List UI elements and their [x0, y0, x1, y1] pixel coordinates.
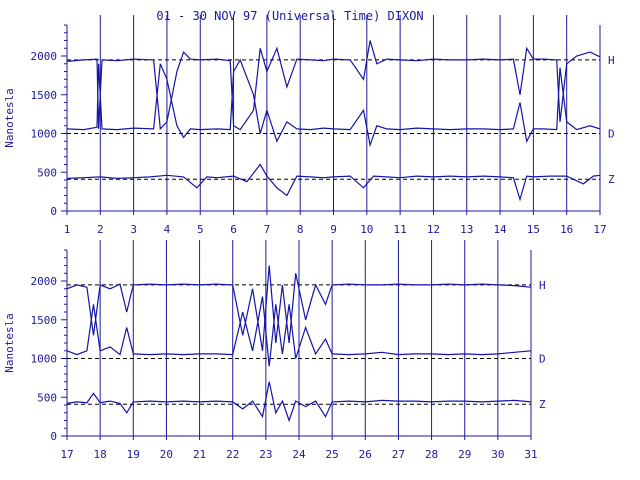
bottom-y-tick-label-1000: 1000 — [31, 353, 58, 366]
top-x-tick-label-13: 13 — [460, 223, 473, 236]
bottom-x-tick-label-19: 19 — [127, 448, 140, 461]
bottom-x-tick-label-27: 27 — [392, 448, 405, 461]
bottom-y-tick-label-2000: 2000 — [31, 275, 58, 288]
top-y-axis-label: Nanotesla — [3, 88, 16, 148]
bottom-x-tick-label-21: 21 — [193, 448, 206, 461]
bottom-series-H — [66, 265, 532, 351]
top-x-tick-label-10: 10 — [360, 223, 373, 236]
bottom-x-tick-label-30: 30 — [491, 448, 504, 461]
bottom-series-D — [66, 296, 532, 367]
top-x-tick-label-9: 9 — [330, 223, 337, 236]
bottom-x-tick-label-26: 26 — [359, 448, 372, 461]
top-x-tick-label-12: 12 — [427, 223, 440, 236]
bottom-x-tick-label-31: 31 — [524, 448, 537, 461]
top-x-tick-label-4: 4 — [164, 223, 171, 236]
bottom-x-tick-label-23: 23 — [259, 448, 272, 461]
top-x-tick-label-8: 8 — [297, 223, 304, 236]
top-y-tick-label-2000: 2000 — [31, 50, 58, 63]
top-series-label-Z: Z — [608, 173, 615, 186]
top-series-label-D: D — [608, 128, 615, 141]
top-y-tick-label-500: 500 — [37, 166, 57, 179]
bottom-series-label-D: D — [539, 353, 546, 366]
top-x-tick-label-1: 1 — [64, 223, 71, 236]
bottom-x-tick-label-20: 20 — [160, 448, 173, 461]
top-y-tick-label-1500: 1500 — [31, 89, 58, 102]
bottom-x-tick-label-24: 24 — [292, 448, 306, 461]
bottom-x-tick-label-17: 17 — [60, 448, 73, 461]
bottom-panel: 0 500 1000 1500 2000 17 18 19 20 21 22 23 24 25 26 27 28… — [31, 240, 546, 461]
top-series-H — [66, 40, 601, 131]
top-series-label-H: H — [608, 54, 615, 67]
top-x-tick-label-7: 7 — [264, 223, 271, 236]
top-x-tick-label-11: 11 — [394, 223, 407, 236]
top-x-tick-label-2: 2 — [97, 223, 104, 236]
top-y-tick-label-1000: 1000 — [31, 128, 58, 141]
top-series-D — [66, 58, 601, 148]
bottom-y-tick-label-0: 0 — [50, 430, 57, 443]
bottom-y-axis-label: Nanotesla — [3, 313, 16, 373]
top-x-tick-label-5: 5 — [197, 223, 204, 236]
chart-title: 01 - 30 NOV 97 (Universal Time) DIXON — [156, 9, 423, 23]
bottom-x-tick-label-29: 29 — [458, 448, 471, 461]
top-x-tick-label-16: 16 — [560, 223, 573, 236]
bottom-series-Z — [66, 381, 532, 423]
bottom-series-label-Z: Z — [539, 398, 546, 411]
bottom-x-tick-label-22: 22 — [226, 448, 239, 461]
top-x-tick-label-17: 17 — [593, 223, 606, 236]
bottom-x-tick-label-25: 25 — [326, 448, 339, 461]
bottom-x-tick-label-28: 28 — [425, 448, 438, 461]
top-y-tick-label-0: 0 — [50, 205, 57, 218]
top-x-tick-label-14: 14 — [493, 223, 507, 236]
top-x-tick-label-6: 6 — [230, 223, 237, 236]
top-series-Z — [66, 163, 601, 202]
top-x-tick-label-15: 15 — [527, 223, 540, 236]
bottom-x-tick-label-18: 18 — [94, 448, 107, 461]
bottom-y-tick-label-1500: 1500 — [31, 314, 58, 327]
top-x-tick-label-3: 3 — [130, 223, 137, 236]
bottom-y-tick-label-500: 500 — [37, 391, 57, 404]
bottom-series-label-H: H — [539, 279, 546, 292]
